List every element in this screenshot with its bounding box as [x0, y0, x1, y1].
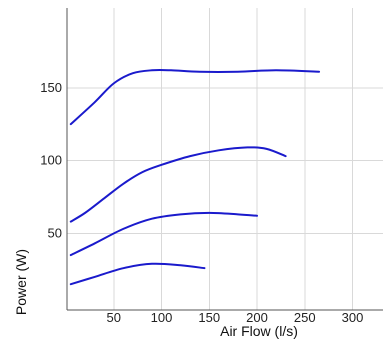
- series-layer: [69, 69, 321, 286]
- series-line-4: [69, 262, 206, 286]
- tick-label-layer: 50 100 150 200 250 300 50 100 150: [40, 80, 363, 325]
- series-line-3: [69, 211, 258, 257]
- axis-layer: [66, 8, 383, 311]
- y-axis-title: Power (W): [13, 249, 29, 315]
- x-tick-label: 200: [246, 310, 268, 325]
- grid-layer: [67, 8, 383, 310]
- series-line-2: [69, 146, 287, 223]
- y-tick-label: 100: [40, 153, 62, 168]
- x-axis-title: Air Flow (l/s): [220, 323, 298, 339]
- x-tick-label: 100: [151, 310, 173, 325]
- y-tick-label: 50: [48, 225, 62, 240]
- x-tick-label: 150: [198, 310, 220, 325]
- x-tick-label: 50: [107, 310, 121, 325]
- x-tick-label: 250: [294, 310, 316, 325]
- y-tick-label: 150: [40, 80, 62, 95]
- x-tick-label: 300: [342, 310, 364, 325]
- series-line-1: [69, 69, 321, 126]
